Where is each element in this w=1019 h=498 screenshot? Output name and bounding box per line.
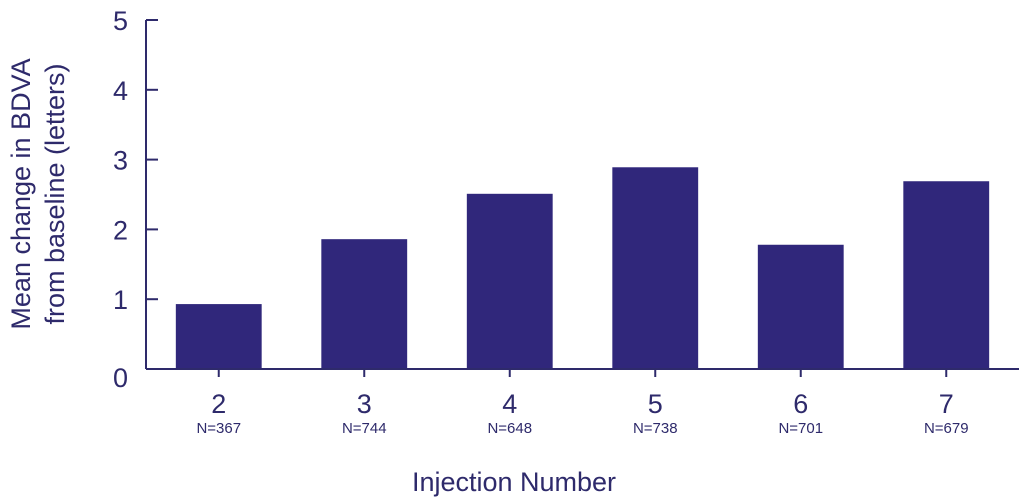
y-tick-label: 2 [113, 215, 128, 245]
x-tick-label: 6 [793, 389, 808, 419]
bar-injection-7 [903, 181, 990, 369]
x-tick-sample-size: N=701 [778, 420, 823, 437]
bar-injection-4 [466, 193, 553, 369]
bar-injection-3 [321, 239, 408, 369]
x-tick-label: 7 [939, 389, 954, 419]
y-tick-label: 3 [113, 146, 128, 176]
y-tick-label: 5 [113, 6, 128, 36]
bar-injection-6 [757, 244, 844, 369]
y-tick-label: 0 [113, 363, 128, 393]
x-tick-label: 2 [211, 389, 226, 419]
x-tick-sample-size: N=738 [633, 420, 678, 437]
x-tick-sample-size: N=679 [924, 420, 969, 437]
x-tick-label: 5 [648, 389, 663, 419]
x-tick-label: 4 [502, 389, 517, 419]
x-axis-label: Injection Number [412, 467, 616, 497]
y-axis-ticks: 0 1 2 3 4 5 [113, 6, 158, 393]
y-axis-label: Mean change in BDVA from baseline (lette… [6, 58, 70, 329]
x-tick-sample-size: N=367 [196, 420, 241, 437]
x-axis-ticks: 2N=367 3N=744 4N=648 5N=738 6N=701 7N=679 [196, 369, 969, 437]
y-axis-label-line-2: from baseline (letters) [40, 63, 70, 324]
y-axis-label-line-1: Mean change in BDVA [6, 58, 36, 329]
x-tick-label: 3 [357, 389, 372, 419]
bars [175, 167, 990, 369]
bar-injection-2 [175, 304, 262, 369]
y-tick-label: 1 [113, 285, 128, 315]
bar-injection-5 [612, 167, 699, 369]
x-tick-sample-size: N=648 [487, 420, 532, 437]
x-tick-sample-size: N=744 [342, 420, 387, 437]
y-tick-label: 4 [113, 76, 128, 106]
